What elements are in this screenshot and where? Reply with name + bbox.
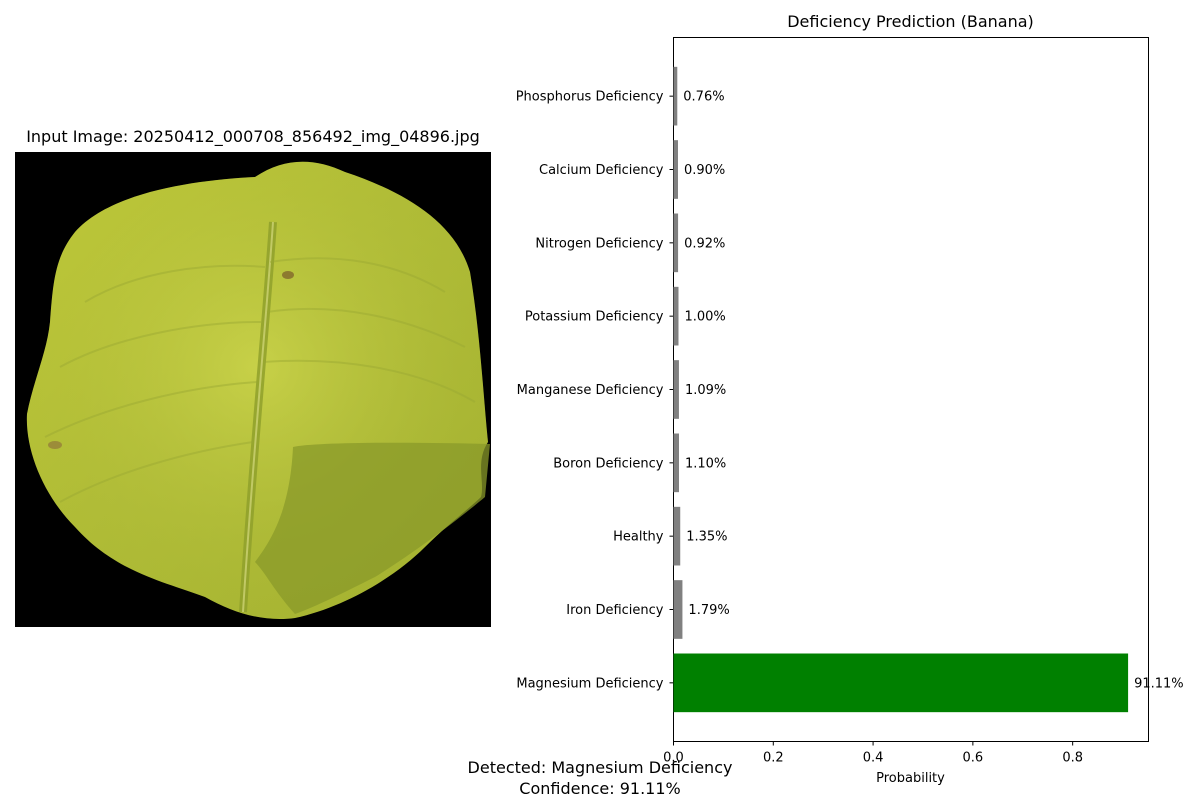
bar-value-label: 1.00%	[684, 310, 725, 325]
y-tick-label: Iron Deficiency	[566, 603, 664, 618]
bar	[673, 140, 678, 199]
leaf-image	[15, 152, 491, 627]
x-tick-label: 0.0	[663, 751, 684, 766]
bar	[673, 360, 679, 419]
y-tick-label: Nitrogen Deficiency	[535, 236, 663, 251]
bar-value-label: 1.09%	[685, 383, 726, 398]
y-tick-label: Calcium Deficiency	[539, 163, 664, 178]
bar-value-label: 1.35%	[686, 530, 727, 545]
x-tick-label: 0.4	[863, 751, 884, 766]
y-tick-label: Phosphorus Deficiency	[516, 90, 664, 105]
bar	[673, 653, 1129, 713]
detected-label: Detected: Magnesium Deficiency	[467, 758, 733, 777]
image-title: Input Image: 20250412_000708_856492_img_…	[26, 127, 480, 146]
y-tick-label: Magnesium Deficiency	[516, 676, 663, 691]
x-tick-label: 0.8	[1062, 751, 1083, 766]
bar-value-label: 0.90%	[684, 163, 725, 178]
bar-value-label: 91.11%	[1134, 676, 1184, 691]
chart-title: Deficiency Prediction (Banana)	[787, 12, 1034, 31]
bar	[673, 433, 679, 493]
bar	[673, 66, 678, 126]
confidence-label: Confidence: 91.11%	[519, 779, 681, 798]
x-tick-label: 0.6	[963, 751, 984, 766]
plot-frame	[673, 37, 1149, 742]
x-axis-label: Probability	[876, 771, 945, 786]
y-tick-label: Healthy	[613, 530, 664, 545]
y-tick-label: Manganese Deficiency	[517, 383, 664, 398]
bar-value-label: 0.76%	[683, 90, 724, 105]
bar-value-label: 0.92%	[684, 236, 725, 251]
bar-value-label: 1.10%	[685, 456, 726, 471]
y-tick-label: Boron Deficiency	[553, 456, 664, 471]
y-tick-label: Potassium Deficiency	[525, 310, 664, 325]
bar	[673, 580, 683, 639]
bar-value-label: 1.79%	[688, 603, 729, 618]
bar	[673, 286, 679, 346]
x-tick-label: 0.2	[763, 751, 784, 766]
bar	[673, 506, 681, 566]
bar	[673, 213, 679, 273]
